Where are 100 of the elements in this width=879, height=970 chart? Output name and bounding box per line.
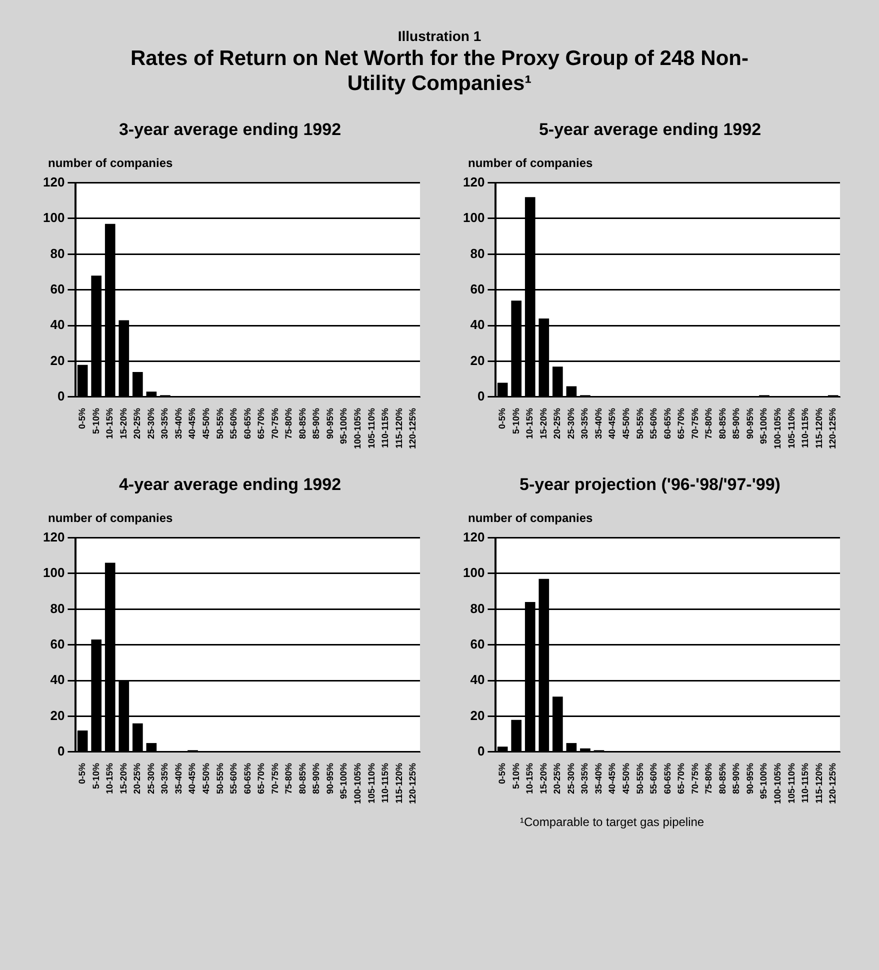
- x-tick-label: 20-25%: [132, 408, 142, 439]
- x-tick-label: 65-70%: [676, 408, 686, 439]
- x-tick-label: 110-115%: [800, 762, 810, 804]
- x-tick-label: 20-25%: [132, 762, 142, 794]
- x-tick-label: 50-55%: [634, 408, 645, 439]
- x-tick-label: 70-75%: [270, 408, 280, 439]
- x-tick-label: 105-110%: [786, 408, 796, 449]
- x-tick-label: 75-80%: [704, 762, 714, 794]
- x-tick-label: 115-120%: [814, 762, 824, 804]
- y-tick-label: 60: [50, 281, 65, 296]
- x-tick-label: 35-40%: [173, 762, 184, 794]
- x-tick-label: 105-110%: [366, 762, 376, 804]
- y-tick-label: 120: [42, 529, 65, 544]
- x-tick-label: 85-90%: [311, 408, 322, 439]
- x-tick-label: 50-55%: [634, 762, 645, 794]
- x-tick-label: 115-120%: [394, 762, 404, 804]
- x-tick-label: 75-80%: [284, 762, 294, 794]
- x-tick-label: 120-125%: [828, 762, 838, 804]
- x-tick-label: 55-60%: [648, 762, 659, 794]
- y-tick-label: 100: [462, 210, 485, 226]
- x-tick-label: 40-45%: [607, 408, 618, 439]
- x-tick-label: 105-110%: [366, 408, 376, 449]
- y-tick-label: 80: [50, 246, 65, 261]
- x-tick-label: 0-5%: [497, 408, 508, 429]
- y-tick-label: 80: [470, 600, 485, 616]
- x-tick-label: 85-90%: [731, 762, 742, 794]
- x-tick-label: 45-50%: [201, 762, 212, 794]
- x-tick-label: 60-65%: [662, 408, 672, 439]
- x-tick-label: 90-95%: [744, 762, 755, 794]
- x-tick-label: 70-75%: [270, 762, 280, 794]
- x-tick-label: 85-90%: [731, 408, 742, 439]
- y-tick-label: 100: [42, 210, 65, 226]
- y-tick-label: 20: [50, 352, 65, 368]
- x-tick-label: 50-55%: [214, 762, 225, 794]
- x-tick-label: 25-30%: [146, 408, 156, 439]
- x-tick-label: 35-40%: [173, 408, 184, 439]
- x-tick-label: 95-100%: [338, 408, 349, 444]
- x-tick-label: 10-15%: [524, 408, 535, 439]
- x-tick-label: 95-100%: [758, 408, 769, 444]
- x-tick-label: 100-105%: [352, 762, 363, 804]
- x-tick-label: 5-10%: [510, 408, 521, 434]
- x-tick-label: 110-115%: [380, 762, 390, 804]
- text: ¹Comparable to target gas pipeline: [520, 815, 704, 829]
- x-tick-label: 40-45%: [607, 762, 618, 794]
- y-axis-title: number of companies: [48, 156, 173, 170]
- x-tick-label: 15-20%: [538, 408, 548, 439]
- x-tick-label: 90-95%: [324, 762, 335, 794]
- y-axis-title: number of companies: [468, 511, 593, 525]
- y-tick-label: 80: [470, 246, 485, 261]
- y-axis-title: number of companies: [468, 156, 593, 170]
- x-tick-label: 100-105%: [352, 408, 363, 450]
- x-tick-label: 80-85%: [297, 762, 308, 794]
- x-tick-label: 5-10%: [90, 408, 101, 434]
- y-tick-label: 60: [50, 636, 65, 652]
- x-tick-label: 30-35%: [160, 762, 170, 794]
- x-tick-label: 25-30%: [146, 762, 156, 794]
- x-tick-label: 115-120%: [814, 408, 824, 449]
- x-tick-label: 0-5%: [77, 762, 88, 784]
- y-axis-title: number of companies: [48, 511, 173, 525]
- x-tick-label: 90-95%: [744, 408, 755, 439]
- x-tick-label: 45-50%: [621, 762, 632, 794]
- x-tick-label: 80-85%: [297, 408, 308, 439]
- x-tick-label: 80-85%: [717, 762, 728, 794]
- x-tick-label: 115-120%: [394, 408, 404, 449]
- x-tick-label: 10-15%: [104, 408, 115, 439]
- x-tick-label: 110-115%: [800, 408, 810, 448]
- x-tick-label: 20-25%: [552, 762, 562, 794]
- x-tick-label: 45-50%: [201, 408, 212, 439]
- x-tick-label: 65-70%: [256, 408, 266, 439]
- x-tick-label: 75-80%: [284, 408, 294, 439]
- x-tick-label: 60-65%: [242, 762, 252, 794]
- x-tick-label: 30-35%: [580, 408, 590, 439]
- y-tick-label: 20: [470, 352, 485, 368]
- y-tick-label: 40: [50, 317, 65, 332]
- x-tick-label: 35-40%: [593, 408, 604, 439]
- x-tick-label: 15-20%: [538, 762, 548, 794]
- x-tick-label: 25-30%: [566, 408, 576, 439]
- x-tick-label: 10-15%: [524, 762, 535, 794]
- y-tick-label: 120: [42, 174, 65, 190]
- y-tick-label: 60: [470, 636, 485, 652]
- x-tick-label: 95-100%: [758, 762, 769, 799]
- x-tick-label: 55-60%: [648, 408, 659, 439]
- x-tick-label: 60-65%: [242, 408, 252, 439]
- chart-title: 4-year average ending 1992: [118, 475, 342, 495]
- y-tick-label: 20: [470, 708, 485, 723]
- y-tick-label: 100: [42, 565, 65, 580]
- x-tick-label: 30-35%: [580, 762, 590, 794]
- y-tick-label: 0: [57, 744, 65, 759]
- x-tick-label: 70-75%: [690, 762, 700, 794]
- x-tick-label: 120-125%: [828, 408, 838, 450]
- x-tick-label: 25-30%: [566, 762, 576, 794]
- x-tick-label: 55-60%: [228, 408, 239, 439]
- x-tick-label: 35-40%: [593, 762, 604, 794]
- y-tick-label: 20: [50, 708, 65, 723]
- x-tick-label: 45-50%: [621, 408, 632, 439]
- x-tick-label: 10-15%: [104, 762, 115, 794]
- x-tick-label: 5-10%: [510, 762, 521, 789]
- x-tick-label: 5-10%: [90, 762, 101, 789]
- x-tick-label: 90-95%: [324, 408, 335, 439]
- x-tick-label: 70-75%: [690, 408, 700, 439]
